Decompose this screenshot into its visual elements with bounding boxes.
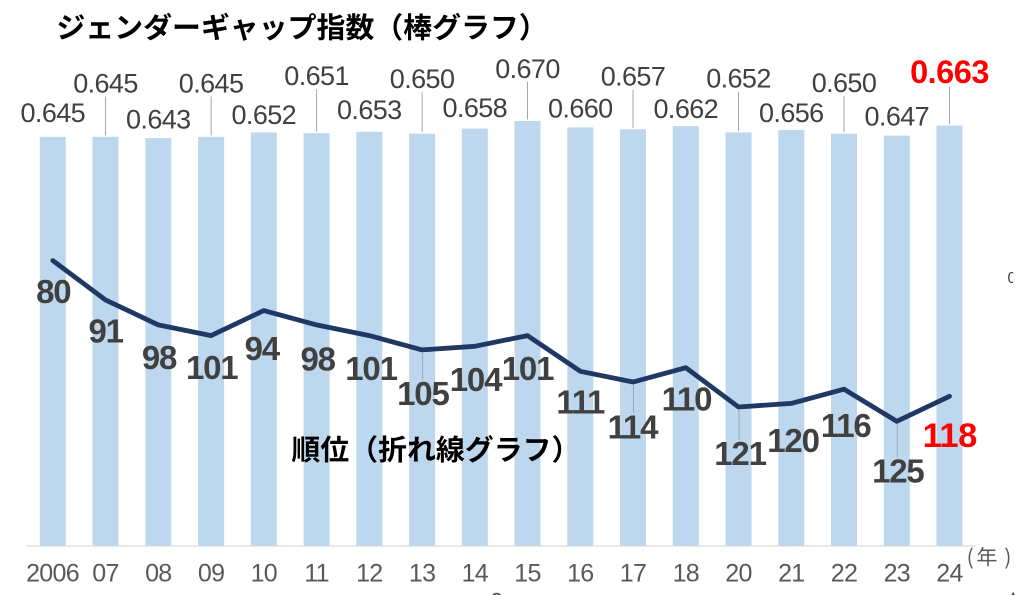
- svg-text:13: 13: [409, 560, 435, 588]
- svg-text:0.656: 0.656: [759, 98, 824, 128]
- svg-text:121: 121: [714, 435, 766, 472]
- svg-text:15: 15: [514, 560, 540, 588]
- svg-text:17: 17: [620, 560, 646, 588]
- svg-text:125: 125: [872, 453, 924, 490]
- svg-text:0.652: 0.652: [706, 64, 771, 94]
- svg-text:105: 105: [397, 375, 449, 412]
- svg-text:98: 98: [300, 341, 335, 378]
- svg-text:111: 111: [556, 383, 605, 420]
- svg-text:0.647: 0.647: [865, 101, 930, 131]
- svg-text:91: 91: [89, 312, 124, 349]
- svg-text:16: 16: [567, 560, 593, 588]
- svg-text:0.670: 0.670: [495, 54, 560, 84]
- svg-text:0.645: 0.645: [73, 69, 138, 99]
- svg-text:0.652: 0.652: [232, 100, 297, 130]
- svg-text:110: 110: [662, 381, 712, 418]
- svg-text:2006: 2006: [26, 560, 79, 588]
- svg-text:80: 80: [36, 273, 70, 310]
- svg-text:10: 10: [251, 560, 277, 588]
- svg-text:0.660: 0.660: [548, 93, 613, 123]
- svg-text:24: 24: [936, 560, 963, 588]
- svg-text:114: 114: [608, 408, 659, 445]
- svg-text:20: 20: [725, 560, 751, 588]
- svg-text:08: 08: [145, 560, 171, 588]
- svg-text:0.663: 0.663: [910, 54, 989, 90]
- svg-text:101: 101: [502, 350, 554, 387]
- svg-text:0: 0: [490, 589, 503, 595]
- svg-text:0.643: 0.643: [126, 104, 191, 134]
- svg-text:07: 07: [92, 560, 118, 588]
- svg-text:98: 98: [142, 339, 177, 376]
- svg-text:118: 118: [923, 417, 977, 455]
- svg-text:116: 116: [821, 407, 871, 444]
- svg-text:22: 22: [831, 560, 857, 588]
- svg-text:0.658: 0.658: [443, 93, 508, 123]
- svg-text:0.651: 0.651: [284, 61, 349, 91]
- svg-text:0.662: 0.662: [654, 94, 719, 124]
- svg-text:0.653: 0.653: [337, 95, 402, 125]
- svg-text:120: 120: [767, 422, 818, 459]
- svg-text:0.657: 0.657: [601, 62, 666, 92]
- svg-text:0: 0: [1008, 270, 1017, 287]
- svg-text:11: 11: [304, 560, 329, 588]
- svg-text:101: 101: [345, 350, 397, 387]
- svg-text:0.650: 0.650: [812, 68, 877, 98]
- svg-text:12: 12: [356, 560, 382, 588]
- svg-text:104: 104: [450, 361, 503, 398]
- svg-text:0.645: 0.645: [21, 98, 86, 128]
- svg-text:18: 18: [673, 560, 699, 588]
- svg-text:0.650: 0.650: [390, 64, 455, 94]
- svg-text:23: 23: [884, 560, 910, 588]
- svg-text:101: 101: [186, 349, 238, 386]
- svg-text:21: 21: [778, 560, 804, 588]
- svg-text:0.645: 0.645: [179, 69, 244, 99]
- svg-text:09: 09: [198, 560, 224, 588]
- svg-text:14: 14: [462, 560, 489, 588]
- svg-text:94: 94: [245, 330, 281, 367]
